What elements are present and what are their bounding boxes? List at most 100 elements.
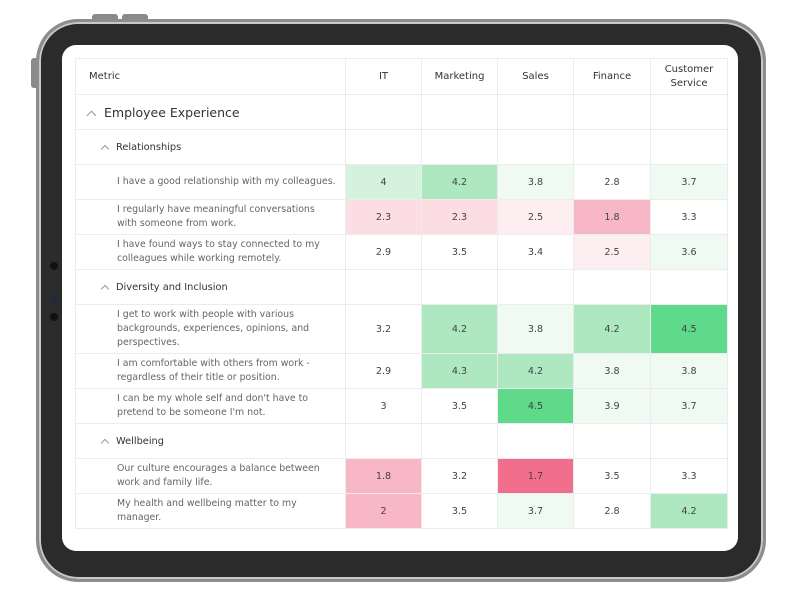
score-cell[interactable]: 4.2 [497, 353, 574, 389]
column-header-finance[interactable]: Finance [573, 58, 651, 95]
table-row: I am comfortable with others from work -… [75, 353, 728, 389]
metric-label: I am comfortable with others from work -… [75, 353, 346, 389]
empty-cell [345, 423, 422, 459]
volume-up-button [92, 14, 118, 20]
table-row: I regularly have meaningful conversation… [75, 199, 728, 235]
subgroup-header[interactable]: Relationships [75, 129, 346, 165]
table-row: Our culture encourages a balance between… [75, 458, 728, 494]
metric-label: I get to work with people with various b… [75, 304, 346, 354]
empty-cell [650, 129, 728, 165]
column-header-sales[interactable]: Sales [497, 58, 574, 95]
score-cell[interactable]: 4.2 [650, 493, 728, 529]
score-cell[interactable]: 2.5 [497, 199, 574, 235]
subgroup-row[interactable]: Diversity and Inclusion [75, 269, 728, 305]
subgroup-row[interactable]: Relationships [75, 129, 728, 165]
empty-cell [650, 94, 728, 130]
power-button [31, 58, 37, 88]
empty-cell [650, 269, 728, 305]
empty-cell [421, 94, 498, 130]
empty-cell [573, 94, 651, 130]
metric-label: My health and wellbeing matter to my man… [75, 493, 346, 529]
metric-label: I have found ways to stay connected to m… [75, 234, 346, 270]
subgroup-header[interactable]: Wellbeing [75, 423, 346, 459]
camera-sensor [50, 262, 58, 270]
score-cell[interactable]: 3.5 [421, 388, 498, 424]
table-row: My health and wellbeing matter to my man… [75, 493, 728, 529]
score-cell[interactable]: 3.9 [573, 388, 651, 424]
empty-cell [345, 94, 422, 130]
score-cell[interactable]: 2.3 [345, 199, 422, 235]
engagement-heatmap-table: Metric IT Marketing Sales Finance Custom… [75, 58, 728, 529]
score-cell[interactable]: 1.8 [345, 458, 422, 494]
score-cell[interactable]: 4.5 [497, 388, 574, 424]
column-header-customer-service[interactable]: Customer Service [650, 58, 728, 95]
empty-cell [421, 269, 498, 305]
table-row: I can be my whole self and don't have to… [75, 388, 728, 424]
score-cell[interactable]: 4.2 [421, 304, 498, 354]
metric-label: I regularly have meaningful conversation… [75, 199, 346, 235]
empty-cell [573, 423, 651, 459]
group-label: Employee Experience [104, 104, 240, 120]
score-cell[interactable]: 3.5 [421, 493, 498, 529]
ambient-sensor [50, 313, 58, 321]
score-cell[interactable]: 3 [345, 388, 422, 424]
score-cell[interactable]: 1.7 [497, 458, 574, 494]
score-cell[interactable]: 3.2 [421, 458, 498, 494]
subgroup-label: Wellbeing [116, 435, 164, 447]
chevron-up-icon[interactable] [100, 144, 110, 153]
score-cell[interactable]: 4.5 [650, 304, 728, 354]
score-cell[interactable]: 3.7 [650, 388, 728, 424]
score-cell[interactable]: 3.3 [650, 199, 728, 235]
column-header-metric[interactable]: Metric [75, 58, 346, 95]
score-cell[interactable]: 2.3 [421, 199, 498, 235]
table-row: I have a good relationship with my colle… [75, 164, 728, 200]
empty-cell [497, 423, 574, 459]
score-cell[interactable]: 2.8 [573, 493, 651, 529]
empty-cell [573, 269, 651, 305]
empty-cell [650, 423, 728, 459]
score-cell[interactable]: 3.4 [497, 234, 574, 270]
empty-cell [573, 129, 651, 165]
empty-cell [345, 269, 422, 305]
score-cell[interactable]: 3.8 [573, 353, 651, 389]
column-header-it[interactable]: IT [345, 58, 422, 95]
score-cell[interactable]: 2.8 [573, 164, 651, 200]
group-row[interactable]: Employee Experience [75, 94, 728, 130]
score-cell[interactable]: 3.7 [497, 493, 574, 529]
camera-lens [51, 296, 57, 302]
score-cell[interactable]: 4.2 [421, 164, 498, 200]
score-cell[interactable]: 3.2 [345, 304, 422, 354]
score-cell[interactable]: 1.8 [573, 199, 651, 235]
table-row: I get to work with people with various b… [75, 304, 728, 354]
score-cell[interactable]: 2 [345, 493, 422, 529]
score-cell[interactable]: 2.5 [573, 234, 651, 270]
score-cell[interactable]: 3.8 [650, 353, 728, 389]
column-header-marketing[interactable]: Marketing [421, 58, 498, 95]
subgroup-label: Diversity and Inclusion [116, 281, 228, 293]
score-cell[interactable]: 3.6 [650, 234, 728, 270]
score-cell[interactable]: 4 [345, 164, 422, 200]
screen: Metric IT Marketing Sales Finance Custom… [62, 45, 738, 551]
score-cell[interactable]: 3.5 [421, 234, 498, 270]
volume-down-button [122, 14, 148, 20]
subgroup-row[interactable]: Wellbeing [75, 423, 728, 459]
empty-cell [497, 94, 574, 130]
score-cell[interactable]: 3.5 [573, 458, 651, 494]
chevron-up-icon[interactable] [86, 110, 97, 120]
group-header[interactable]: Employee Experience [75, 94, 346, 130]
metric-label: I have a good relationship with my colle… [75, 164, 346, 200]
score-cell[interactable]: 3.8 [497, 304, 574, 354]
score-cell[interactable]: 4.3 [421, 353, 498, 389]
empty-cell [421, 129, 498, 165]
score-cell[interactable]: 2.9 [345, 234, 422, 270]
empty-cell [497, 269, 574, 305]
score-cell[interactable]: 4.2 [573, 304, 651, 354]
score-cell[interactable]: 3.7 [650, 164, 728, 200]
score-cell[interactable]: 3.8 [497, 164, 574, 200]
score-cell[interactable]: 2.9 [345, 353, 422, 389]
chevron-up-icon[interactable] [100, 438, 110, 447]
score-cell[interactable]: 3.3 [650, 458, 728, 494]
table-row: I have found ways to stay connected to m… [75, 234, 728, 270]
chevron-up-icon[interactable] [100, 284, 110, 293]
subgroup-header[interactable]: Diversity and Inclusion [75, 269, 346, 305]
